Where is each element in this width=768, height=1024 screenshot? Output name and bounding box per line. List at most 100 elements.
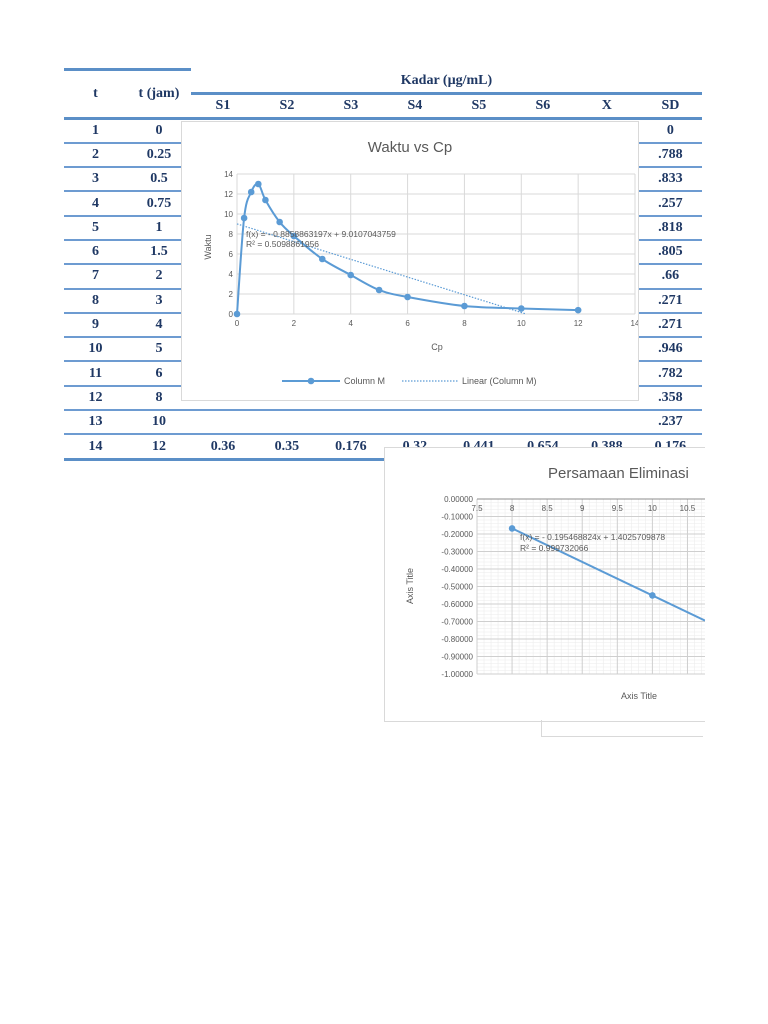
cell-t: 12 [64, 385, 127, 412]
y-tick-label: -0.40000 [441, 565, 473, 574]
y-tick-label: 0.00000 [444, 495, 473, 504]
trend-r2: R² = 0.999732066 [520, 543, 589, 553]
cell-t: 13 [64, 410, 127, 436]
cell-sd: .271 [638, 288, 702, 314]
x-tick-label: 2 [292, 319, 297, 328]
subheader-s4: S4 [382, 91, 447, 120]
y-tick-label: -0.20000 [441, 530, 473, 539]
subheader-s5: S5 [446, 91, 511, 120]
subheader-s3: S3 [318, 91, 383, 120]
series-line [511, 527, 706, 622]
data-point [404, 293, 411, 301]
cell-sd: 0 [638, 118, 702, 144]
x-tick-label: 12 [574, 319, 583, 328]
cell-hidden [574, 410, 639, 436]
cell-tjam: 10 [126, 410, 191, 436]
legend-label-trend: Linear (Column M) [462, 376, 537, 386]
cell-sd: .833 [638, 167, 702, 193]
cell-sd: .271 [638, 312, 702, 339]
x-tick-label: 7.5 [471, 504, 483, 513]
subheader-s2: S2 [254, 91, 319, 120]
trendline [236, 223, 527, 315]
chart-persamaan-eliminasi: Persamaan Eliminasi 0.00000 -0.10000 -0.200… [384, 447, 706, 722]
y-tick-label: -0.80000 [441, 635, 473, 644]
subheader-s1: S1 [190, 91, 255, 120]
chart2-svg: Persamaan Eliminasi 0.00000 -0.10000 -0.200… [405, 465, 706, 701]
cell-t: 11 [64, 361, 127, 387]
x-tick-label: 8.5 [542, 504, 554, 513]
cell-t: 14 [64, 434, 127, 461]
kadar-header: Kadar (µg/mL) [400, 72, 493, 88]
table-row: 13 10 .237 [64, 410, 702, 436]
cell-hidden [446, 410, 511, 436]
cell-tjam: 3 [126, 288, 191, 314]
cell-tjam: 1.5 [126, 239, 191, 266]
x-tick-label: 14 [631, 319, 638, 328]
chart-title: Waktu vs Cp [368, 139, 452, 156]
cell-value: 0.36 [190, 434, 255, 461]
cell-t: 10 [64, 337, 127, 363]
y-axis-label: Axis Title [405, 568, 415, 604]
cell-sd: .66 [638, 264, 702, 290]
data-point [262, 196, 269, 204]
y-tick-label: -0.60000 [441, 600, 473, 609]
x-tick-label: 9.5 [612, 504, 624, 513]
x-tick-label: 4 [348, 319, 353, 328]
y-tick-label: -0.50000 [441, 583, 473, 592]
x-axis-label: Cp [431, 342, 443, 352]
y-tick-label: 10 [224, 210, 233, 219]
cell-sd: .818 [638, 215, 702, 241]
cell-t: 7 [64, 264, 127, 290]
x-tick-label: 8 [462, 319, 467, 328]
data-point [233, 310, 241, 318]
y-tick-label: -0.30000 [441, 548, 473, 557]
x-axis-label: Axis Title [621, 691, 657, 701]
trend-equation: f(x) = - 0.8858863197x + 9.0107043759 [246, 229, 396, 239]
cell-t: 6 [64, 239, 127, 266]
cell-tjam: 5 [126, 337, 191, 363]
chart1-svg: Waktu vs Cp 0 2 4 6 8 10 12 14 0 2 4 6 8 10 12 14 Cp Waktu… [203, 139, 640, 386]
chart-title: Persamaan Eliminasi [548, 465, 689, 482]
y-tick-label: 2 [229, 290, 234, 299]
legend-label-series: Column M [344, 376, 385, 386]
cell-hidden [254, 410, 319, 436]
y-tick-label: 12 [224, 190, 233, 199]
y-tick-label: 0 [229, 310, 234, 319]
cell-value: 0.35 [254, 434, 319, 461]
trend-r2: R² = 0.5098861956 [246, 239, 319, 249]
y-tick-label: 8 [229, 230, 234, 239]
y-tick-label: -0.90000 [441, 653, 473, 662]
y-tick-label: -0.10000 [441, 513, 473, 522]
cell-tjam: 6 [126, 361, 191, 387]
cell-hidden [382, 410, 447, 436]
data-point [247, 188, 255, 196]
cell-t: 1 [64, 118, 127, 144]
y-tick-label: 4 [229, 270, 234, 279]
cell-hidden [190, 410, 255, 436]
y-axis-label: Waktu [203, 234, 213, 259]
trend-equation: f(x) = - 0.195468824x + 1.4025709878 [520, 532, 665, 542]
data-point [290, 232, 298, 240]
x-tick-label: 10 [648, 504, 657, 513]
cell-value: 0.176 [318, 434, 383, 461]
data-point [255, 180, 262, 188]
legend-marker [307, 377, 315, 385]
cell-tjam: 4 [126, 312, 191, 339]
x-tick-label: 10.5 [680, 504, 696, 513]
data-point [276, 218, 283, 226]
cell-sd: .805 [638, 239, 702, 266]
cell-tjam: 0.25 [126, 142, 191, 169]
cell-hidden [318, 410, 383, 436]
x-tick-label: 10 [517, 319, 526, 328]
cell-sd: .782 [638, 361, 702, 387]
cell-t: 5 [64, 215, 127, 241]
cell-tjam: 1 [126, 215, 191, 241]
y-tick-label: 6 [229, 250, 234, 259]
cell-tjam: 0.5 [126, 167, 191, 193]
cell-sd: .257 [638, 191, 702, 217]
data-point [461, 302, 468, 310]
data-point [574, 306, 582, 314]
data-point [508, 525, 516, 532]
cell-hidden [510, 410, 575, 436]
y-tick-label: -0.70000 [441, 618, 473, 627]
